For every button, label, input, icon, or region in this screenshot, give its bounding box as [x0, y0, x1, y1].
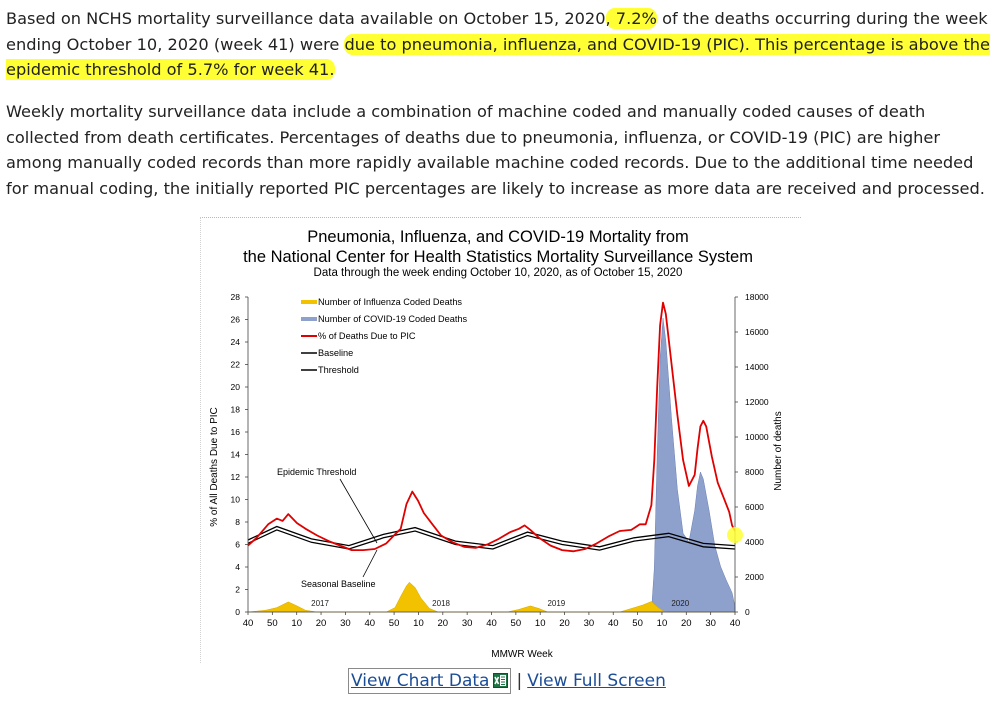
- intro-paragraph-2: Weekly mortality surveillance data inclu…: [6, 102, 985, 198]
- year-label: 2019: [547, 599, 565, 608]
- y-tick-label-left: 18: [231, 405, 241, 415]
- x-axis-label: MMWR Week: [491, 649, 553, 660]
- intro-text-2: of the deaths occurring during the week …: [6, 9, 988, 54]
- area-layer: [247, 317, 736, 613]
- y-tick-label-right: 8000: [745, 467, 764, 477]
- x-tick-label: 50: [389, 618, 400, 629]
- chart-subtitle: Data through the week ending October 10,…: [314, 267, 683, 279]
- intro-text-1: Based on NCHS mortality surveillance dat…: [6, 9, 606, 28]
- x-tick-label: 50: [267, 618, 278, 629]
- y-tick-label-left: 2: [235, 585, 240, 595]
- highlight-percent: , 7.2%: [605, 8, 657, 29]
- legend-label-pic: % of Deaths Due to PIC: [318, 331, 416, 341]
- y-tick-label-left: 20: [231, 382, 241, 392]
- legend-label-baseline: Baseline: [318, 348, 353, 358]
- y-tick-label-right: 10000: [745, 432, 769, 442]
- intro-paragraph-1: Based on NCHS mortality surveillance dat…: [6, 6, 996, 83]
- y-tick-label-left: 4: [235, 562, 240, 572]
- view-chart-data-label: View Chart Data: [351, 671, 490, 691]
- covid-deaths-area: [651, 317, 736, 613]
- annotation-seasonal-baseline: Seasonal Baseline: [301, 579, 376, 589]
- axes-layer: 0246810121416182022242628020004000600080…: [231, 292, 769, 629]
- x-tick-label: 30: [340, 618, 351, 629]
- x-tick-label: 20: [438, 618, 449, 629]
- y-tick-label-left: 8: [235, 517, 240, 527]
- y-tick-label-left: 0: [235, 607, 240, 617]
- x-tick-label: 40: [364, 618, 375, 629]
- year-labels: 2017 2018 2019 2020: [311, 599, 690, 608]
- y-tick-label-right: 2000: [745, 572, 764, 582]
- line-layer: [247, 301, 736, 553]
- y-tick-label-left: 10: [231, 495, 241, 505]
- year-label: 2018: [432, 599, 450, 608]
- legend-label-threshold: Threshold: [318, 365, 359, 375]
- y-tick-label-left: 16: [231, 427, 241, 437]
- annotation-seasonal-baseline-arrow: [362, 549, 378, 578]
- y-axis-label-left: % of All Deaths Due to PIC: [209, 407, 220, 527]
- link-separator: |: [516, 671, 523, 691]
- x-tick-label: 30: [705, 618, 716, 629]
- x-tick-label: 20: [316, 618, 327, 629]
- y-tick-label-left: 28: [231, 292, 241, 302]
- chart-links: View Chart Data | View Full Screen: [348, 668, 666, 694]
- baseline-line: [247, 529, 736, 551]
- x-tick-label: 50: [511, 618, 522, 629]
- threshold-line: [247, 525, 736, 548]
- x-tick-label: 20: [559, 618, 570, 629]
- chart-title-line1: Pneumonia, Influenza, and COVID-19 Morta…: [307, 228, 689, 246]
- y-tick-label-left: 12: [231, 472, 241, 482]
- y-tick-label-right: 12000: [745, 397, 769, 407]
- y-tick-label-right: 16000: [745, 327, 769, 337]
- x-tick-label: 20: [681, 618, 692, 629]
- x-tick-label: 30: [584, 618, 595, 629]
- x-tick-label: 40: [608, 618, 619, 629]
- pic-percent-line: [247, 301, 736, 553]
- legend: Number of Influenza Coded Deaths Number …: [301, 297, 468, 375]
- y-tick-label-right: 14000: [745, 362, 769, 372]
- y-tick-label-left: 22: [231, 360, 241, 370]
- annotation-epidemic-threshold-arrow: [339, 478, 378, 544]
- x-tick-label: 40: [730, 618, 741, 629]
- y-tick-label-right: 18000: [745, 292, 769, 302]
- excel-icon: [493, 673, 509, 688]
- y-tick-label-left: 14: [231, 450, 241, 460]
- x-tick-label: 10: [291, 618, 302, 629]
- year-label: 2020: [671, 599, 689, 608]
- chart-title-line2: the National Center for Health Statistic…: [243, 248, 753, 266]
- legend-swatch-influenza: [301, 300, 317, 304]
- current-week-marker: [727, 527, 743, 543]
- annotation-epidemic-threshold: Epidemic Threshold: [277, 467, 356, 477]
- y-tick-label-right: 0: [745, 607, 750, 617]
- view-chart-data-link[interactable]: View Chart Data: [348, 668, 512, 694]
- influenza-deaths-area: [247, 581, 735, 613]
- chart-frame: [200, 217, 801, 663]
- legend-swatch-covid: [301, 317, 317, 321]
- y-tick-label-left: 26: [231, 315, 241, 325]
- x-tick-label: 40: [243, 618, 254, 629]
- year-label: 2017: [311, 599, 329, 608]
- y-tick-label-right: 6000: [745, 502, 764, 512]
- pic-mortality-chart: 0246810121416182022242628020004000600080…: [209, 228, 784, 660]
- y-tick-label-left: 6: [235, 540, 240, 550]
- legend-label-influenza: Number of Influenza Coded Deaths: [318, 297, 462, 307]
- x-tick-label: 40: [486, 618, 497, 629]
- view-full-screen-link[interactable]: View Full Screen: [527, 671, 666, 691]
- y-tick-label-left: 24: [231, 337, 241, 347]
- legend-label-covid: Number of COVID-19 Coded Deaths: [318, 314, 468, 324]
- x-tick-label: 10: [413, 618, 424, 629]
- y-axis-label-right: Number of deaths: [773, 411, 784, 491]
- x-tick-label: 10: [535, 618, 546, 629]
- x-tick-label: 10: [657, 618, 668, 629]
- x-tick-label: 50: [632, 618, 643, 629]
- y-tick-label-right: 4000: [745, 537, 764, 547]
- x-tick-label: 30: [462, 618, 473, 629]
